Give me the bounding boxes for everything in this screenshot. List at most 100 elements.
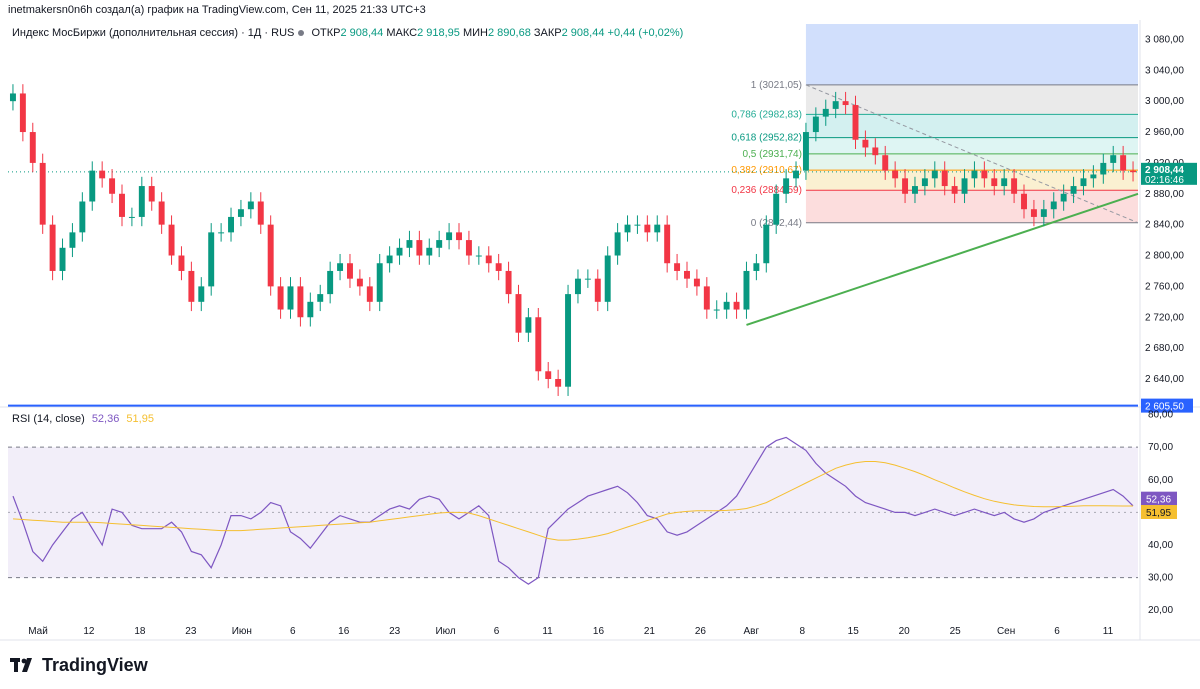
rsi-line bbox=[12, 436, 1134, 585]
rsi-axis-label: 20,00 bbox=[1148, 605, 1173, 616]
rsi-value: 52,36 bbox=[91, 413, 120, 425]
time-axis-label: 18 bbox=[134, 626, 146, 637]
candle-body bbox=[793, 170, 799, 179]
candle bbox=[218, 223, 225, 242]
candle bbox=[822, 99, 829, 126]
candle-body bbox=[852, 105, 859, 140]
candle bbox=[1050, 192, 1057, 219]
candle-body bbox=[59, 247, 66, 271]
rsi-value-badge bbox=[1141, 491, 1177, 506]
rsi-axis-label: 70,00 bbox=[1148, 442, 1173, 453]
candle bbox=[793, 161, 799, 188]
candle bbox=[29, 122, 36, 173]
candle-body bbox=[684, 270, 690, 279]
time-axis-label: 11 bbox=[1103, 626, 1114, 637]
candle-body bbox=[862, 139, 869, 148]
candle bbox=[862, 130, 869, 157]
candle-body bbox=[634, 224, 641, 226]
candle-body bbox=[119, 193, 125, 217]
candle bbox=[109, 169, 116, 204]
candle bbox=[138, 176, 145, 227]
candle bbox=[69, 223, 76, 258]
candle bbox=[535, 307, 542, 381]
fib-level-label: 1 (3021,05) bbox=[751, 80, 802, 91]
candle bbox=[1130, 161, 1137, 182]
candle-body bbox=[515, 294, 522, 333]
candle bbox=[832, 91, 839, 119]
fib-trend-line bbox=[805, 84, 1139, 224]
candle bbox=[624, 215, 631, 242]
candle bbox=[555, 369, 562, 396]
candle bbox=[961, 169, 968, 204]
candle bbox=[1011, 169, 1018, 204]
candle-body bbox=[19, 93, 26, 133]
candle bbox=[921, 169, 928, 196]
time-axis-label: 25 bbox=[950, 626, 962, 637]
candle bbox=[208, 223, 215, 296]
rsi-title[interactable]: RSI (14, close) bbox=[12, 413, 85, 425]
candle bbox=[684, 261, 690, 288]
price-axis-label: 2 680,00 bbox=[1145, 343, 1184, 354]
candle bbox=[148, 176, 155, 211]
candle bbox=[852, 95, 859, 150]
candle bbox=[49, 215, 56, 281]
candle bbox=[9, 84, 16, 111]
candle bbox=[713, 300, 720, 319]
candle-body bbox=[277, 286, 284, 310]
time-axis-label: 26 bbox=[695, 626, 707, 637]
candle-body bbox=[128, 216, 135, 218]
candle bbox=[565, 284, 572, 396]
fib-zone bbox=[805, 137, 1138, 154]
time-axis-label: Июл bbox=[435, 626, 455, 637]
candle-body bbox=[446, 232, 453, 241]
candle-body bbox=[525, 317, 532, 333]
time-axis-label: Май bbox=[28, 626, 48, 637]
candle bbox=[941, 161, 948, 196]
fib-level-label: 0,382 (2910,67) bbox=[731, 165, 802, 176]
rsi-axis-label: 40,00 bbox=[1148, 540, 1173, 551]
last-price-badge bbox=[1141, 162, 1197, 185]
time-axis-label: 20 bbox=[899, 626, 911, 637]
candle-body bbox=[644, 224, 651, 233]
candle-body bbox=[198, 286, 205, 302]
high-label: МАКС bbox=[386, 27, 418, 39]
candle bbox=[376, 253, 383, 312]
candle bbox=[198, 277, 205, 312]
candle-body bbox=[565, 294, 572, 387]
candle bbox=[277, 277, 284, 319]
price-axis-label: 3 080,00 bbox=[1145, 34, 1184, 45]
candle bbox=[505, 261, 512, 304]
candle-body bbox=[109, 178, 116, 194]
candle-body bbox=[574, 278, 581, 295]
candle-body bbox=[29, 132, 36, 163]
candle-body bbox=[921, 178, 928, 187]
time-axis-label: 8 bbox=[800, 626, 806, 637]
candle-body bbox=[753, 263, 760, 271]
candle-body bbox=[188, 270, 195, 302]
rsi-badge-label: 52,36 bbox=[1146, 495, 1171, 506]
candle bbox=[723, 292, 730, 319]
candle-body bbox=[1080, 178, 1087, 187]
candle-body bbox=[327, 270, 334, 295]
tradingview-logo[interactable]: TradingView bbox=[10, 655, 148, 676]
candle bbox=[416, 230, 423, 265]
price-axis-label: 2 720,00 bbox=[1145, 312, 1184, 323]
symbol-title[interactable]: Индекс МосБиржи (дополнительная сессия) … bbox=[12, 27, 295, 39]
candle bbox=[614, 223, 621, 265]
candle-body bbox=[1100, 162, 1107, 175]
rsi-ma-badge-label: 51,95 bbox=[1146, 508, 1171, 519]
candle-body bbox=[416, 240, 423, 256]
open-label: ОТКР bbox=[311, 27, 341, 39]
price-axis-label: 2 640,00 bbox=[1145, 374, 1184, 385]
rsi-ma-value: 51,95 bbox=[126, 413, 154, 425]
candle-body bbox=[138, 186, 145, 217]
candle bbox=[59, 238, 66, 281]
candle bbox=[158, 192, 165, 234]
candle-body bbox=[981, 170, 988, 179]
time-axis-label: 11 bbox=[542, 626, 553, 637]
last-price-label: 2 908,44 bbox=[1145, 165, 1184, 176]
candle bbox=[951, 176, 958, 204]
price-axis-label: 3 000,00 bbox=[1145, 96, 1184, 107]
time-axis-label: Авг bbox=[744, 626, 760, 637]
